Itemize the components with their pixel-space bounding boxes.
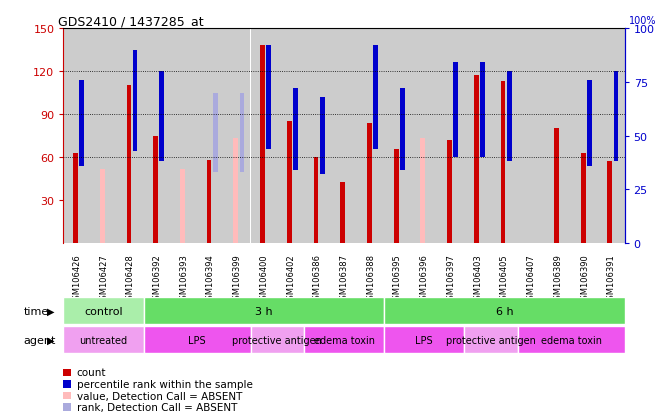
Bar [153, 136, 158, 244]
Bar [144, 29, 170, 244]
Bar [304, 326, 384, 353]
Bar [170, 29, 197, 244]
Bar [250, 29, 277, 244]
Bar [206, 161, 212, 244]
Bar [544, 29, 571, 244]
Bar [464, 29, 491, 244]
Text: control: control [84, 306, 123, 316]
Bar [474, 76, 479, 244]
Text: ▶: ▶ [47, 306, 54, 316]
Text: LPS: LPS [188, 335, 206, 345]
Text: LPS: LPS [415, 335, 433, 345]
Bar [320, 97, 325, 175]
Bar [598, 29, 625, 244]
Bar [304, 29, 331, 244]
Bar [126, 86, 132, 244]
Bar [480, 63, 485, 158]
Bar [447, 140, 452, 244]
Bar [197, 29, 224, 244]
Bar [260, 46, 265, 244]
Bar [79, 81, 84, 166]
Text: percentile rank within the sample: percentile rank within the sample [77, 379, 253, 389]
Bar [63, 29, 90, 244]
Text: value, Detection Call = ABSENT: value, Detection Call = ABSENT [77, 391, 242, 401]
Bar [357, 29, 384, 244]
Bar [90, 29, 117, 244]
Bar [233, 139, 238, 244]
Bar [438, 29, 464, 244]
Text: time: time [23, 306, 49, 316]
Bar [373, 46, 378, 149]
Bar [63, 297, 144, 324]
Bar [100, 169, 105, 244]
Bar [411, 29, 438, 244]
Bar [393, 149, 399, 244]
Bar [580, 154, 586, 244]
Text: rank, Detection Call = ABSENT: rank, Detection Call = ABSENT [77, 402, 237, 412]
Bar [587, 81, 592, 166]
Bar [384, 326, 464, 353]
Bar [117, 29, 144, 244]
Bar [384, 29, 411, 244]
Bar [287, 122, 292, 244]
Text: GDS2410 / 1437285_at: GDS2410 / 1437285_at [58, 15, 204, 28]
Bar [454, 63, 458, 158]
Bar [240, 93, 244, 173]
Bar [144, 326, 250, 353]
Text: 6 h: 6 h [496, 306, 513, 316]
Bar [160, 72, 164, 162]
Bar [213, 93, 218, 173]
Bar [507, 72, 512, 162]
Bar [464, 326, 518, 353]
Bar [420, 139, 426, 244]
Text: count: count [77, 368, 106, 377]
Bar [267, 46, 271, 149]
Bar [491, 29, 518, 244]
Text: edema toxin: edema toxin [313, 335, 375, 345]
Bar [250, 326, 304, 353]
Text: protective antigen: protective antigen [446, 335, 536, 345]
Bar [313, 158, 319, 244]
Text: untreated: untreated [79, 335, 128, 345]
Bar [73, 154, 78, 244]
Bar [554, 129, 559, 244]
Bar [331, 29, 357, 244]
Bar [500, 82, 506, 244]
Bar [293, 89, 298, 171]
Bar [133, 50, 138, 151]
Text: ▶: ▶ [47, 335, 54, 345]
Bar [224, 29, 250, 244]
Bar [400, 89, 405, 171]
Bar [571, 29, 598, 244]
Bar [340, 182, 345, 244]
Text: 3 h: 3 h [255, 306, 273, 316]
Bar [180, 169, 185, 244]
Bar [63, 326, 144, 353]
Bar [607, 162, 613, 244]
Text: protective antigen: protective antigen [232, 335, 322, 345]
Bar [367, 123, 372, 244]
Bar [144, 297, 384, 324]
Bar [614, 72, 619, 162]
Text: 100%: 100% [629, 16, 656, 26]
Bar [277, 29, 304, 244]
Text: edema toxin: edema toxin [540, 335, 602, 345]
Bar [518, 29, 544, 244]
Bar [518, 326, 625, 353]
Bar [384, 297, 625, 324]
Text: agent: agent [23, 335, 55, 345]
